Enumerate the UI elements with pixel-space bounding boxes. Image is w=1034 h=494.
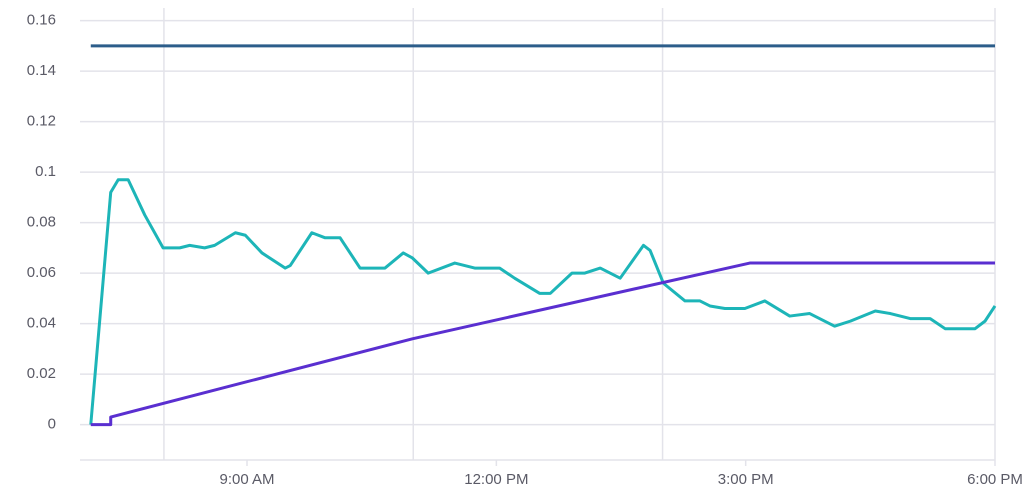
y-tick-label: 0.16	[27, 12, 56, 29]
y-tick-label: 0.08	[27, 214, 56, 231]
y-tick-label: 0.12	[27, 113, 56, 130]
line-series	[89, 178, 997, 425]
y-tick-label: 0.06	[27, 264, 56, 281]
y-tick-label: 0.14	[27, 62, 56, 79]
x-tick-label: 6:00 PM	[967, 471, 1023, 488]
y-tick-label: 0	[48, 416, 56, 433]
y-tick-label: 0.1	[35, 163, 56, 180]
y-tick-label: 0.04	[27, 315, 56, 332]
x-tick-label: 12:00 PM	[464, 471, 528, 488]
x-tick-label: 3:00 PM	[718, 471, 774, 488]
y-tick-label: 0.02	[27, 365, 56, 382]
line-series	[90, 261, 995, 427]
x-tick-label: 9:00 AM	[219, 471, 274, 488]
